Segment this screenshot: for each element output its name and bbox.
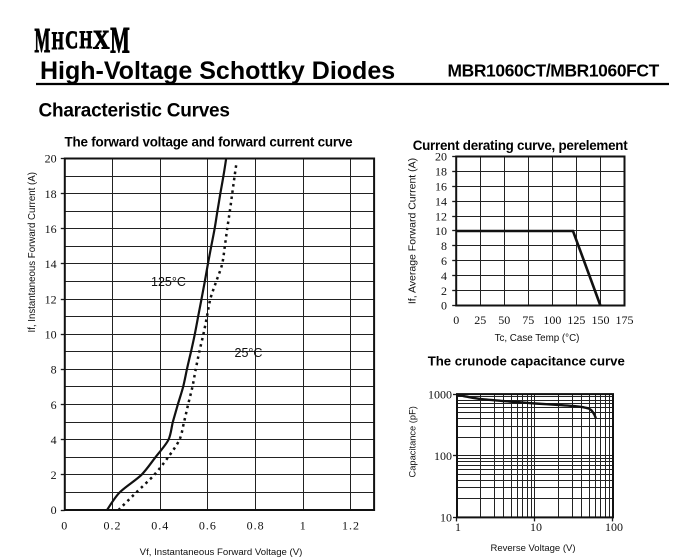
svg-text:0: 0	[441, 299, 447, 313]
svg-text:125: 125	[567, 313, 585, 327]
svg-text:8: 8	[441, 239, 447, 253]
svg-text:0: 0	[61, 519, 68, 533]
svg-text:1000: 1000	[428, 387, 452, 401]
svg-text:25°C: 25°C	[235, 346, 263, 360]
svg-text:10: 10	[45, 327, 57, 341]
svg-text:M: M	[110, 21, 129, 62]
svg-text:0.2: 0.2	[104, 519, 122, 533]
svg-text:4: 4	[441, 269, 447, 283]
svg-text:10: 10	[440, 511, 452, 525]
svg-text:M: M	[35, 22, 51, 60]
svg-text:14: 14	[435, 194, 447, 208]
svg-text:125°C: 125°C	[151, 275, 186, 289]
svg-text:X: X	[93, 26, 110, 55]
svg-text:Tc, Case Temp (°C): Tc, Case Temp (°C)	[495, 333, 580, 344]
svg-text:1: 1	[300, 519, 307, 533]
svg-text:18: 18	[435, 165, 447, 179]
svg-text:50: 50	[498, 313, 510, 327]
svg-text:The forward voltage and forwar: The forward voltage and forward current …	[65, 135, 353, 150]
svg-text:1: 1	[455, 520, 461, 534]
svg-text:18: 18	[45, 187, 57, 201]
svg-text:150: 150	[592, 313, 610, 327]
svg-text:0.8: 0.8	[247, 519, 265, 533]
svg-text:If, Instantaneous Forward Curr: If, Instantaneous Forward Current (A)	[27, 172, 38, 332]
svg-text:0.6: 0.6	[199, 519, 217, 533]
svg-text:20: 20	[45, 152, 57, 166]
svg-text:0.4: 0.4	[151, 519, 169, 533]
svg-text:The crunode capacitance curve: The crunode capacitance curve	[428, 354, 625, 369]
svg-text:H: H	[52, 28, 64, 54]
svg-text:75: 75	[522, 313, 534, 327]
svg-text:100: 100	[543, 313, 561, 327]
svg-text:10: 10	[435, 224, 447, 238]
svg-text:20: 20	[435, 150, 447, 164]
svg-text:Vf, Instantaneous Forward Volt: Vf, Instantaneous Forward Voltage (V)	[140, 547, 303, 557]
svg-text:0: 0	[453, 313, 459, 327]
svg-text:4: 4	[51, 433, 57, 447]
svg-text:14: 14	[45, 257, 57, 271]
svg-text:16: 16	[435, 180, 447, 194]
svg-text:High-Voltage Schottky Diodes: High-Voltage Schottky Diodes	[40, 57, 395, 85]
svg-text:8: 8	[51, 363, 57, 377]
svg-text:175: 175	[616, 313, 634, 327]
svg-text:2: 2	[441, 284, 447, 298]
svg-text:12: 12	[45, 292, 57, 306]
svg-text:Capacitance (pF): Capacitance (pF)	[408, 406, 418, 477]
svg-text:Characteristic Curves: Characteristic Curves	[39, 100, 230, 121]
svg-text:MBR1060CT/MBR1060FCT: MBR1060CT/MBR1060FCT	[448, 61, 660, 81]
svg-text:16: 16	[45, 222, 57, 236]
svg-text:25: 25	[474, 313, 486, 327]
svg-text:C: C	[65, 25, 78, 54]
svg-text:10: 10	[530, 520, 542, 534]
svg-text:100: 100	[605, 520, 623, 534]
svg-text:H: H	[80, 25, 93, 54]
svg-text:6: 6	[441, 254, 447, 268]
svg-text:0: 0	[51, 503, 57, 517]
svg-text:Reverse Voltage (V): Reverse Voltage (V)	[490, 543, 575, 554]
svg-text:6: 6	[51, 398, 57, 412]
svg-text:1.2: 1.2	[342, 519, 360, 533]
svg-text:If, Average Forward Current (A: If, Average Forward Current (A)	[407, 158, 419, 304]
svg-text:100: 100	[434, 449, 452, 463]
svg-text:12: 12	[435, 209, 447, 223]
svg-text:2: 2	[51, 468, 57, 482]
svg-text:Current derating curve, perele: Current derating curve, perelement	[413, 138, 629, 153]
